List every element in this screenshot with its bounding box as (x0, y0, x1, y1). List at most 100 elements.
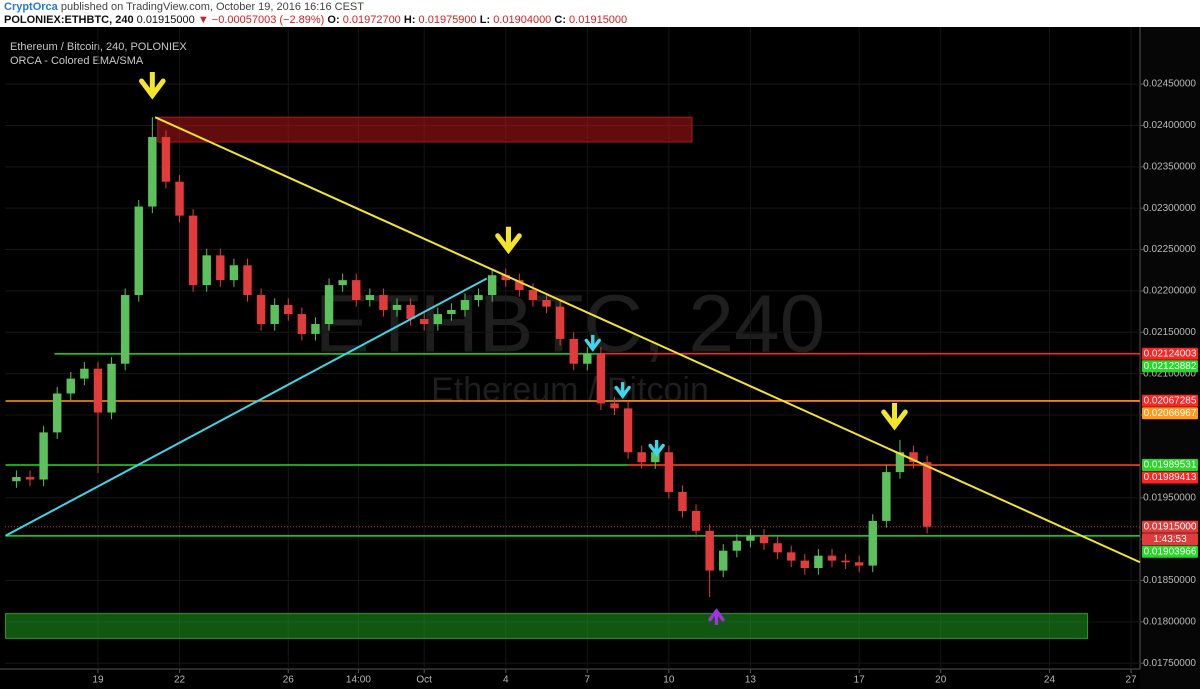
price-chip-label: 0.02067285 (1144, 395, 1197, 406)
candle-body (691, 510, 701, 531)
price-chip (1142, 520, 1198, 533)
candle-body (786, 552, 796, 561)
arrow-head (614, 385, 631, 400)
trendline (154, 116, 1141, 564)
candle-body (732, 540, 742, 551)
candle-body (52, 393, 62, 433)
candle-body (922, 462, 932, 527)
candle-body (773, 543, 782, 553)
y-tick-label: 0.02400000 (1143, 120, 1196, 131)
watermark-name: Ethereum / Bitcoin (431, 371, 709, 409)
price-chip (1142, 545, 1198, 558)
candle-body (392, 304, 402, 310)
ohlc-key: H: (404, 14, 416, 26)
candle-body (487, 275, 497, 296)
candle-body (895, 452, 905, 473)
arrow-head (881, 409, 908, 431)
candle-body (229, 265, 239, 281)
chart-title: Ethereum / Bitcoin, 240, POLONIEX (10, 41, 187, 53)
price-chip (1142, 407, 1198, 420)
candle-body (93, 368, 103, 413)
candle-body (555, 306, 565, 339)
candle-body (134, 206, 143, 296)
ohlc-key: C: (554, 14, 566, 26)
price-chip (1142, 347, 1198, 360)
x-tick-label: 4 (503, 675, 509, 686)
candle-body (243, 265, 252, 296)
candle-body (216, 255, 225, 281)
price: 0.01915000 (137, 14, 195, 26)
y-tick-label: 0.01850000 (1143, 575, 1196, 586)
candle-body (311, 324, 320, 334)
y-tick-label: 0.01800000 (1143, 616, 1196, 627)
x-tick-label: 20 (935, 675, 947, 686)
candle-body (515, 280, 524, 291)
candle-body (297, 314, 307, 334)
x-tick-label: 27 (1125, 675, 1137, 686)
x-tick-label: 7 (585, 675, 591, 686)
candle-body (379, 295, 388, 310)
candle-body (270, 304, 279, 325)
candle-body (338, 280, 347, 286)
price-chip-label: 0.02124003 (1144, 348, 1197, 359)
candle-body (882, 472, 891, 521)
x-tick-label: 24 (1044, 675, 1056, 686)
candle-body (583, 353, 592, 364)
x-tick-label: 17 (854, 675, 866, 686)
indicator-name: ORCA - Colored EMA/SMA (10, 55, 144, 67)
price-chip-label: 0.01989531 (1144, 460, 1197, 471)
price-chip (1142, 471, 1198, 484)
ohlc-value: 0.01904000 (493, 14, 551, 26)
y-tick-label: 0.01750000 (1143, 658, 1196, 669)
trendline (5, 277, 488, 537)
ohlc-key: O: (327, 14, 339, 26)
arrow-head (648, 443, 665, 457)
y-tick-label: 0.01950000 (1143, 492, 1196, 503)
y-tick-label: 0.02150000 (1143, 327, 1196, 338)
candle-body (759, 535, 769, 544)
candle-body (854, 562, 864, 566)
candle-body (148, 137, 157, 207)
candle-body (637, 452, 646, 463)
candle-body (12, 477, 21, 482)
candle-body (800, 560, 810, 569)
candle-body (841, 560, 850, 563)
arrow-head (495, 233, 522, 255)
candle-body (814, 555, 823, 569)
price-chip-label: 0.02123882 (1144, 361, 1197, 372)
candle-body (120, 295, 130, 364)
x-tick-label: 19 (92, 675, 104, 686)
y-tick-label: 0.02450000 (1143, 79, 1196, 90)
change: −0.00057003 (−2.89%) (212, 14, 325, 26)
candle-body (39, 432, 48, 480)
candle-body (406, 304, 415, 320)
zone (157, 116, 693, 143)
author: CryptOrca (4, 1, 59, 13)
price-chip (1142, 459, 1198, 472)
symbol: POLONIEX:ETHBTC, 240 (4, 14, 134, 26)
candle-body (107, 363, 116, 413)
zone (5, 613, 1089, 639)
candle-body (256, 295, 266, 325)
y-tick-label: 0.02300000 (1143, 203, 1196, 214)
y-tick-label: 0.02100000 (1143, 368, 1196, 379)
candle-body (610, 403, 619, 409)
ohlc-value: 0.01975900 (419, 14, 477, 26)
header: CryptOrca published on TradingView.com, … (4, 1, 627, 26)
candle-body (678, 491, 687, 511)
x-tick-label: 10 (663, 675, 675, 686)
y-tick-label: 0.02250000 (1143, 244, 1196, 255)
header-bg (0, 0, 1200, 27)
grid (5, 27, 1140, 669)
candle-body (324, 285, 334, 325)
y-tick-label: 0.02200000 (1143, 286, 1196, 297)
candle-body (66, 378, 76, 394)
candle-body (596, 353, 606, 404)
header-line: CryptOrca published on TradingView.com, … (4, 1, 364, 13)
y-tick-label: 0.02350000 (1143, 161, 1196, 172)
price-chip-label: 0.02066967 (1144, 408, 1197, 419)
candle-body (447, 309, 456, 315)
change-arrow: ▼ (198, 14, 209, 26)
candle-body (80, 368, 89, 379)
